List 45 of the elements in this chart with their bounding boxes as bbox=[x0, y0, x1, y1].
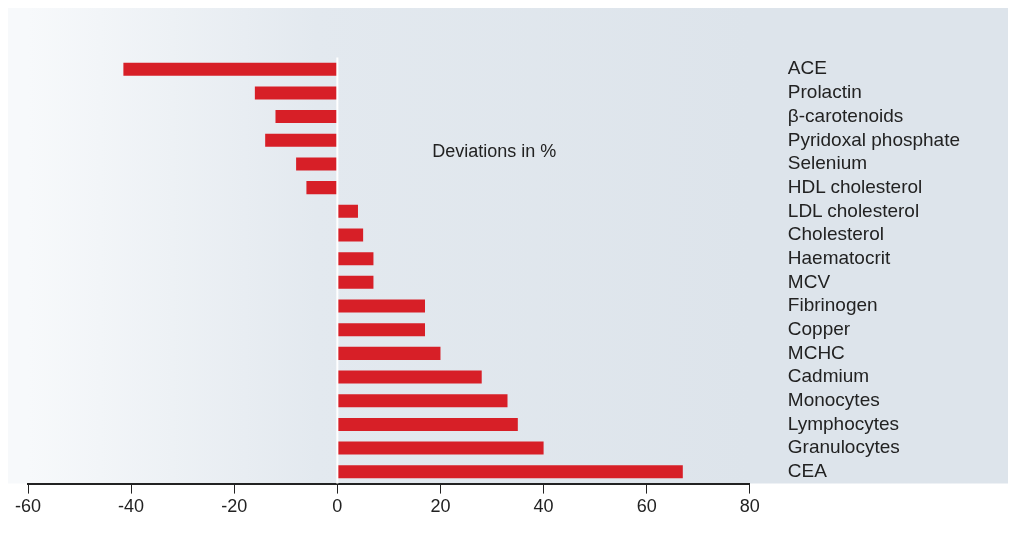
x-tick-label: 20 bbox=[430, 496, 451, 517]
bar bbox=[306, 181, 337, 195]
y-tick-label: Pyridoxal phosphate bbox=[787, 128, 960, 150]
y-tick-label: CEA bbox=[787, 460, 828, 481]
y-tick-label: Cholesterol bbox=[787, 223, 884, 245]
x-tick-label: -40 bbox=[118, 496, 145, 517]
y-tick-label: ACE bbox=[787, 57, 827, 79]
bar bbox=[337, 299, 426, 313]
y-tick-label: Cadmium bbox=[787, 365, 870, 387]
x-tick-label: 40 bbox=[533, 496, 554, 517]
x-tick-label: 0 bbox=[332, 496, 343, 517]
bar bbox=[337, 228, 364, 242]
bar bbox=[337, 370, 482, 384]
y-tick-label: Haematocrit bbox=[787, 246, 891, 268]
y-tick-label: Lymphocytes bbox=[787, 412, 900, 434]
bar bbox=[337, 275, 374, 289]
bar bbox=[337, 204, 358, 218]
x-tick-label: -20 bbox=[221, 496, 248, 517]
y-tick-label: Selenium bbox=[787, 152, 868, 174]
bar bbox=[265, 133, 337, 147]
bar bbox=[337, 252, 374, 266]
x-tick-label: -60 bbox=[14, 496, 42, 517]
y-tick-label: HDL cholesterol bbox=[787, 175, 923, 197]
bar bbox=[337, 417, 518, 431]
bar bbox=[337, 323, 426, 337]
bar bbox=[123, 62, 337, 76]
bar bbox=[337, 465, 683, 479]
y-tick-label: Granulocytes bbox=[787, 436, 900, 458]
y-tick-label: MCHC bbox=[787, 341, 845, 363]
annotation: Deviations in % bbox=[432, 141, 557, 162]
bar bbox=[275, 110, 337, 124]
y-tick-label: Fibrinogen bbox=[787, 294, 878, 316]
y-tick-label: Monocytes bbox=[787, 388, 880, 410]
bar bbox=[337, 346, 441, 360]
y-tick-label: LDL cholesterol bbox=[787, 199, 920, 221]
x-tick-label: 60 bbox=[636, 496, 657, 517]
bar bbox=[296, 157, 337, 171]
bar bbox=[337, 441, 544, 455]
bar bbox=[337, 394, 508, 408]
y-tick-label: Prolactin bbox=[787, 81, 862, 103]
y-tick-label: MCV bbox=[787, 270, 831, 292]
bar bbox=[254, 86, 337, 100]
y-tick-label: Copper bbox=[787, 317, 851, 339]
x-tick-label: 80 bbox=[739, 496, 760, 517]
y-tick-label: β-carotenoids bbox=[787, 104, 904, 126]
